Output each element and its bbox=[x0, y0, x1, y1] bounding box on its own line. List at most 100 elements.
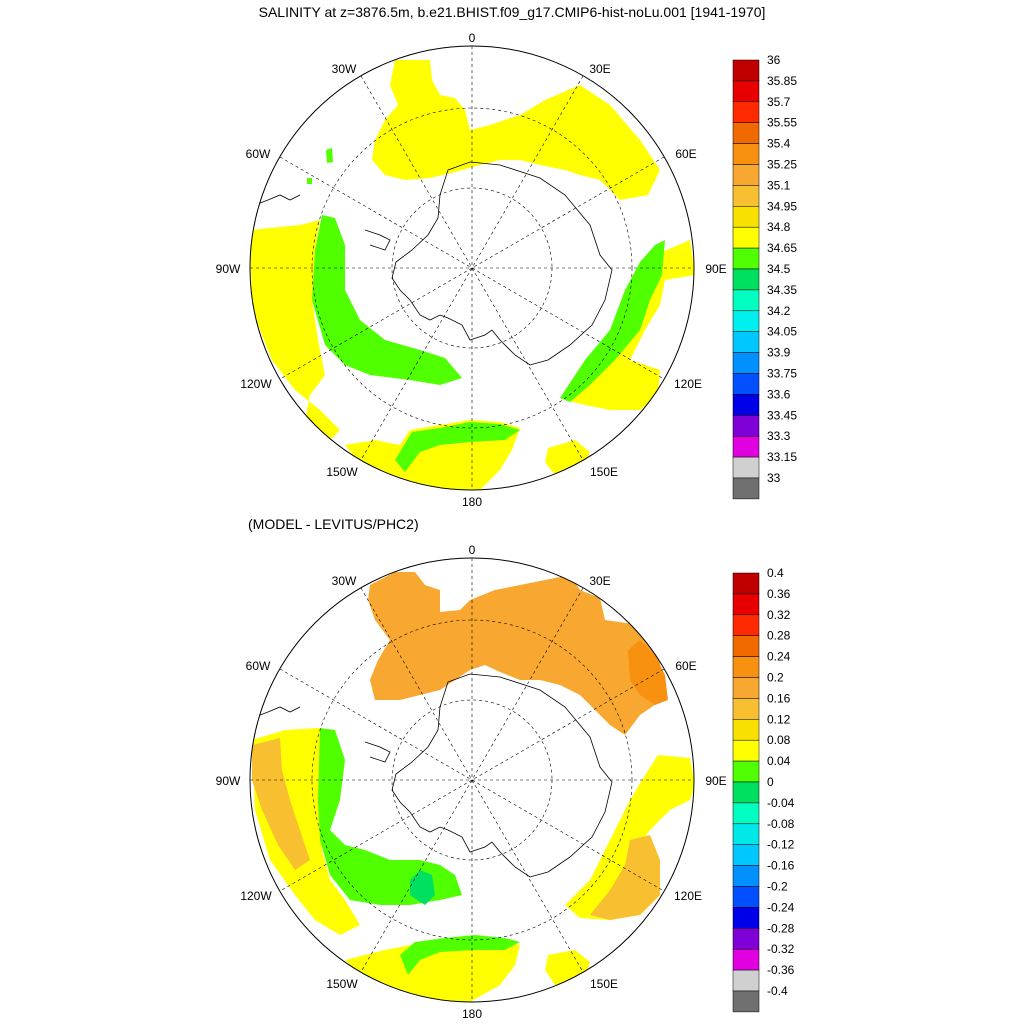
colorbar-tick-label: 33.6 bbox=[767, 387, 791, 401]
colorbar-tick-label: 33.75 bbox=[767, 367, 797, 381]
colorbar-tick-label: 35.7 bbox=[767, 95, 791, 109]
colorbar-tick-label: 34.35 bbox=[767, 283, 797, 297]
top-label-120w: 120W bbox=[240, 377, 272, 391]
bottom-label-60w: 60W bbox=[246, 659, 271, 673]
colorbar-tick-label: 0.4 bbox=[767, 566, 784, 580]
top-label-60e: 60E bbox=[675, 147, 696, 161]
colorbar-tick-label: 33.3 bbox=[767, 429, 791, 443]
colorbar-swatch bbox=[732, 823, 760, 845]
colorbar-swatch bbox=[732, 802, 760, 825]
colorbar-tick-label: 34.95 bbox=[767, 199, 797, 213]
bottom-label-180: 180 bbox=[462, 1007, 482, 1021]
top-label-30w: 30W bbox=[332, 62, 357, 76]
bottom-label-120w: 120W bbox=[240, 889, 272, 903]
top-label-90e: 90E bbox=[705, 262, 726, 276]
colorbar-tick-label: 33.15 bbox=[767, 450, 797, 464]
colorbar-tick-label: 34.65 bbox=[767, 241, 797, 255]
colorbar-tick-label: -0.36 bbox=[767, 963, 795, 977]
bottom-label-150e: 150E bbox=[590, 977, 618, 991]
colorbar-swatch bbox=[732, 593, 760, 616]
colorbar-swatch bbox=[732, 310, 760, 332]
top-south-america-coastline bbox=[254, 194, 301, 206]
bottom-label-150w: 150W bbox=[326, 977, 358, 991]
colorbar-tick-label: 0.04 bbox=[767, 754, 791, 768]
top-region-green-tiny bbox=[307, 178, 312, 184]
top-region-yellow-pacific bbox=[545, 440, 590, 475]
top-label-150e: 150E bbox=[590, 465, 618, 479]
colorbar-tick-label: 35.55 bbox=[767, 116, 797, 130]
colorbar-tick-label: 0.32 bbox=[767, 608, 791, 622]
bottom-map-fields bbox=[250, 558, 694, 1002]
colorbar-tick-label: 33.45 bbox=[767, 408, 797, 422]
top-label-150w: 150W bbox=[326, 465, 358, 479]
colorbar-swatch bbox=[732, 289, 760, 312]
colorbar-swatch bbox=[732, 477, 760, 500]
colorbar-tick-label: 33.9 bbox=[767, 346, 791, 360]
colorbar-swatch bbox=[732, 760, 760, 783]
colorbar-tick-label: 0.28 bbox=[767, 629, 791, 643]
colorbar-tick-label: 35.85 bbox=[767, 74, 797, 88]
colorbar-tick-label: 0.16 bbox=[767, 691, 791, 705]
top-label-60w: 60W bbox=[246, 147, 271, 161]
colorbar-swatch bbox=[732, 226, 760, 249]
colorbar-swatch bbox=[732, 59, 760, 82]
top-region-green-indian bbox=[560, 240, 665, 402]
colorbar-tick-label: -0.32 bbox=[767, 942, 795, 956]
colorbar-swatch bbox=[732, 948, 760, 971]
colorbar-swatch bbox=[732, 781, 760, 804]
bottom-south-america-coastline bbox=[254, 706, 301, 718]
colorbar-swatch bbox=[732, 656, 760, 678]
top-region-green-ross bbox=[395, 422, 520, 472]
bottom-region-green-small bbox=[410, 870, 435, 905]
colorbar-swatch bbox=[732, 614, 760, 636]
bottom-region-green-ross bbox=[400, 935, 520, 975]
bottom-label-60e: 60E bbox=[675, 659, 696, 673]
colorbar-tick-label: 34.8 bbox=[767, 220, 791, 234]
colorbar-tick-label: 35.4 bbox=[767, 137, 791, 151]
colorbar-swatch bbox=[732, 331, 760, 353]
colorbar-swatch bbox=[732, 844, 760, 866]
colorbar-swatch bbox=[732, 990, 760, 1013]
colorbar-tick-label: 0.2 bbox=[767, 671, 784, 685]
colorbar-swatch bbox=[732, 185, 760, 207]
bottom-region-yellow-indian bbox=[565, 755, 694, 920]
top-antarctica-coastline bbox=[391, 161, 613, 366]
colorbar-swatch bbox=[732, 80, 760, 103]
bottom-colorbar: 0.4 0.36 0.32 0.28 0.24 0.2 0.16 0.12 0.08 0.04 0 -… bbox=[732, 566, 795, 1013]
colorbar-swatch bbox=[732, 101, 760, 123]
colorbar-swatch bbox=[732, 122, 760, 144]
colorbar-swatch bbox=[732, 415, 760, 437]
top-label-180: 180 bbox=[462, 495, 482, 509]
colorbar-tick-label: 33 bbox=[767, 471, 781, 485]
colorbar-tick-label: 34.05 bbox=[767, 325, 797, 339]
bottom-region-orange-indian bbox=[590, 835, 660, 920]
bottom-region-green-amundsen bbox=[318, 728, 462, 905]
colorbar-tick-label: -0.08 bbox=[767, 817, 795, 831]
top-peninsula-coastline bbox=[364, 229, 391, 251]
colorbar-swatch bbox=[732, 719, 760, 741]
top-label-90w: 90W bbox=[216, 262, 241, 276]
top-label-0: 0 bbox=[469, 31, 476, 45]
bottom-label-90w: 90W bbox=[216, 774, 241, 788]
top-label-30e: 30E bbox=[589, 62, 610, 76]
colorbar-tick-label: 35.1 bbox=[767, 178, 791, 192]
top-region-yellow-atlantic bbox=[372, 60, 660, 200]
colorbar-tick-label: -0.16 bbox=[767, 859, 795, 873]
colorbar-swatch bbox=[732, 143, 760, 165]
top-colorbar: 36 35.85 35.7 35.55 35.4 35.25 35.1 34.95 34.8 34… bbox=[732, 53, 797, 500]
colorbar-tick-label: -0.12 bbox=[767, 838, 795, 852]
figure-title: SALINITY at z=3876.5m, b.e21.BHIST.f09_g… bbox=[258, 4, 766, 20]
top-region-green-small bbox=[326, 148, 333, 163]
bottom-label-30e: 30E bbox=[589, 574, 610, 588]
colorbar-swatch bbox=[732, 572, 760, 595]
colorbar-swatch bbox=[732, 928, 760, 950]
colorbar-swatch bbox=[732, 886, 760, 908]
bottom-region-darkorange-sw bbox=[628, 640, 668, 705]
top-region-green-amundsen bbox=[312, 215, 462, 385]
bottom-label-30w: 30W bbox=[332, 574, 357, 588]
top-map-fields bbox=[250, 46, 694, 490]
colorbar-swatch bbox=[732, 739, 760, 762]
lower-panel-title: (MODEL - LEVITUS/PHC2) bbox=[248, 516, 419, 532]
colorbar-tick-label: 34.5 bbox=[767, 262, 791, 276]
